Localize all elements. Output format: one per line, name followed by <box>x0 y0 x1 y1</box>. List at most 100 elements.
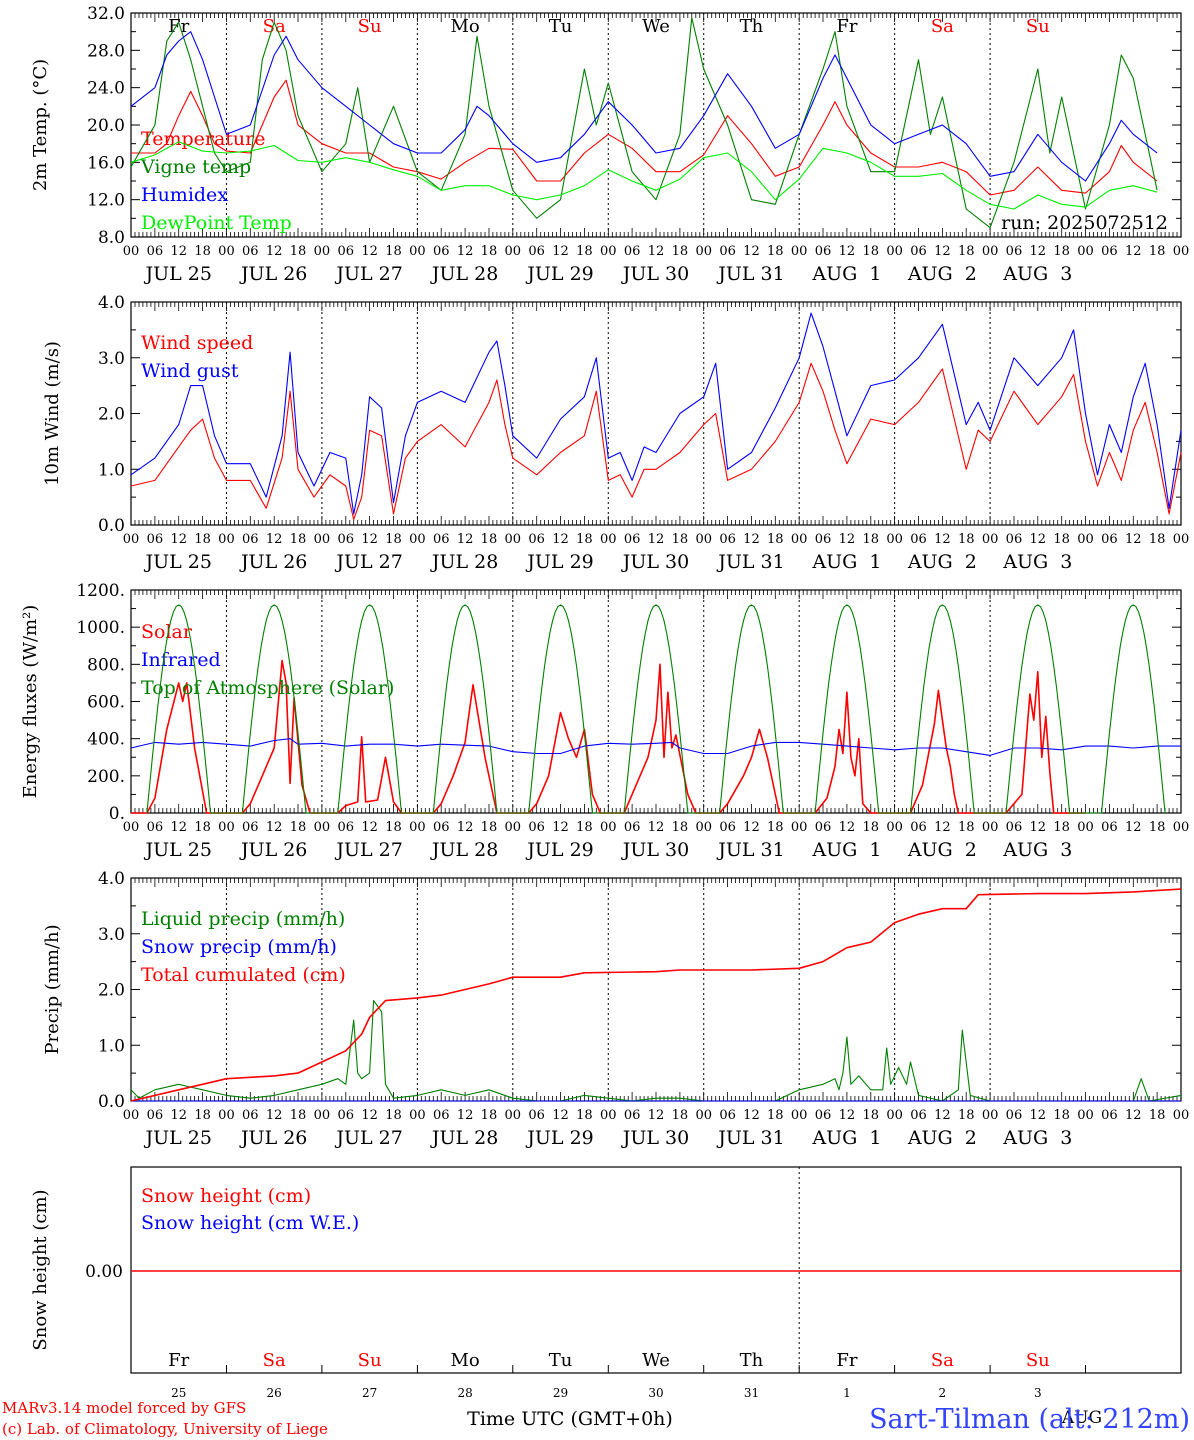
x-hour-label: 06 <box>242 820 259 835</box>
x-hour-label: 00 <box>409 244 426 259</box>
x-hour-label: 12 <box>457 532 474 547</box>
x-hour-label: 00 <box>695 532 712 547</box>
day-number-label: 1 <box>843 1386 851 1400</box>
x-hour-label: 12 <box>648 1108 665 1123</box>
plot-frame <box>130 1166 1182 1374</box>
x-day-ticks <box>130 1365 1182 1373</box>
series-line-solar <box>131 659 1086 814</box>
y-tick-label: 4.0 <box>98 293 125 313</box>
x-date-label: JUL 25 <box>143 551 211 573</box>
x-hour-label: 00 <box>1173 532 1190 547</box>
x-date-label: JUL 29 <box>525 551 593 573</box>
legend-entry: Top of Atmosphere (Solar) <box>141 677 394 699</box>
y-tick-label: 1200. <box>76 581 125 601</box>
x-hour-label: 00 <box>982 820 999 835</box>
x-hour-label: 00 <box>982 532 999 547</box>
x-date-label: JUL 28 <box>430 1127 498 1149</box>
x-hour-label: 12 <box>170 820 187 835</box>
y-axis-title: Precip (mm/h) <box>42 924 63 1054</box>
x-date-label: AUG 1 <box>811 839 881 861</box>
day-name-label: Fr <box>168 1350 189 1371</box>
x-hour-label: 00 <box>982 1108 999 1123</box>
x-hour-label: 18 <box>576 244 593 259</box>
x-hour-label: 12 <box>552 820 569 835</box>
x-hour-label: 12 <box>648 244 665 259</box>
x-hour-label: 18 <box>1149 244 1166 259</box>
series-line-liquid-precip-mm-h <box>130 1000 1182 1102</box>
x-hour-label: 18 <box>290 244 307 259</box>
x-hour-label: 00 <box>218 820 235 835</box>
y-tick-label: 400. <box>87 730 125 750</box>
x-hour-label: 12 <box>170 1108 187 1123</box>
x-hour-label: 06 <box>242 532 259 547</box>
panel-5: 0.00 Snow height (cm) Fr Sa Su Mo Tu We Th Fr Sa Su… <box>30 1166 1182 1400</box>
x-hour-label: 12 <box>361 244 378 259</box>
x-hour-label: 18 <box>385 244 402 259</box>
run-label: run: 2025072512 <box>1001 212 1168 234</box>
y-tick-label: 800. <box>87 655 125 675</box>
x-hour-label: 00 <box>600 244 617 259</box>
x-date-label: JUL 28 <box>430 263 498 285</box>
x-hour-label: 06 <box>147 244 164 259</box>
x-hour-label: 00 <box>123 820 140 835</box>
x-hour-label: 06 <box>624 532 641 547</box>
x-hour-label: 00 <box>600 532 617 547</box>
x-hour-label: 12 <box>1030 532 1047 547</box>
x-hour-label: 06 <box>1101 244 1118 259</box>
legend-entry: Temperature <box>141 128 265 150</box>
x-date-label: JUL 30 <box>621 551 689 573</box>
day-name-label: Su <box>1026 1350 1050 1371</box>
x-hour-label: 18 <box>862 532 879 547</box>
x-date-label: AUG 2 <box>907 839 977 861</box>
x-hour-label: 00 <box>695 244 712 259</box>
x-hour-label: 00 <box>886 244 903 259</box>
y-tick-label: 4.0 <box>98 869 125 889</box>
x-hour-label: 12 <box>1125 1108 1142 1123</box>
x-hour-label: 18 <box>385 532 402 547</box>
x-hour-label: 00 <box>791 532 808 547</box>
x-hour-label: 06 <box>910 1108 927 1123</box>
x-hour-label: 18 <box>481 244 498 259</box>
x-minor-ticks <box>130 878 1182 1101</box>
x-hour-label: 06 <box>910 244 927 259</box>
x-date-label: JUL 27 <box>334 839 402 861</box>
x-hour-label: 12 <box>266 532 283 547</box>
x-hour-label: 06 <box>910 820 927 835</box>
x-axis-title: Time UTC (GMT+0h) <box>467 1408 673 1430</box>
x-hour-label: 06 <box>1101 820 1118 835</box>
legend-entry: Snow height (cm) <box>141 1185 311 1207</box>
x-hour-label: 00 <box>314 244 331 259</box>
x-hour-label: 06 <box>528 820 545 835</box>
x-date-label: JUL 30 <box>621 839 689 861</box>
x-date-label: JUL 27 <box>334 263 402 285</box>
x-hour-label: 00 <box>982 244 999 259</box>
day-name-label: Fr <box>168 16 189 37</box>
x-hour-label: 18 <box>194 1108 211 1123</box>
x-hour-label: 12 <box>457 820 474 835</box>
series-line-infrared <box>130 738 1181 756</box>
x-hour-label: 06 <box>624 1108 641 1123</box>
day-name-label: We <box>642 1350 670 1371</box>
x-hour-label: 12 <box>743 820 760 835</box>
x-hour-label: 18 <box>862 244 879 259</box>
x-hour-label: 06 <box>433 820 450 835</box>
x-date-label: JUL 30 <box>621 263 689 285</box>
day-number-label: 3 <box>1034 1386 1042 1400</box>
y-tick-label: 0. <box>109 804 125 824</box>
series-line-total-cumulated-cm <box>130 888 1182 1102</box>
x-hour-label: 00 <box>409 820 426 835</box>
x-hour-label: 18 <box>767 820 784 835</box>
day-name-label: Tu <box>549 1350 573 1371</box>
day-name-label: Th <box>740 1350 764 1371</box>
day-name-label: Th <box>740 16 764 37</box>
x-hour-label: 06 <box>337 820 354 835</box>
day-number-label: 2 <box>939 1386 947 1400</box>
y-tick-label: 200. <box>87 767 125 787</box>
x-hour-label: 18 <box>481 1108 498 1123</box>
x-hour-label: 00 <box>409 1108 426 1123</box>
x-date-label: AUG 3 <box>1002 551 1072 573</box>
legend-entry: Total cumulated (cm) <box>141 964 346 986</box>
x-hour-label: 06 <box>624 820 641 835</box>
day-name-label: Sa <box>263 16 286 37</box>
y-tick-label: 28.0 <box>87 41 125 61</box>
